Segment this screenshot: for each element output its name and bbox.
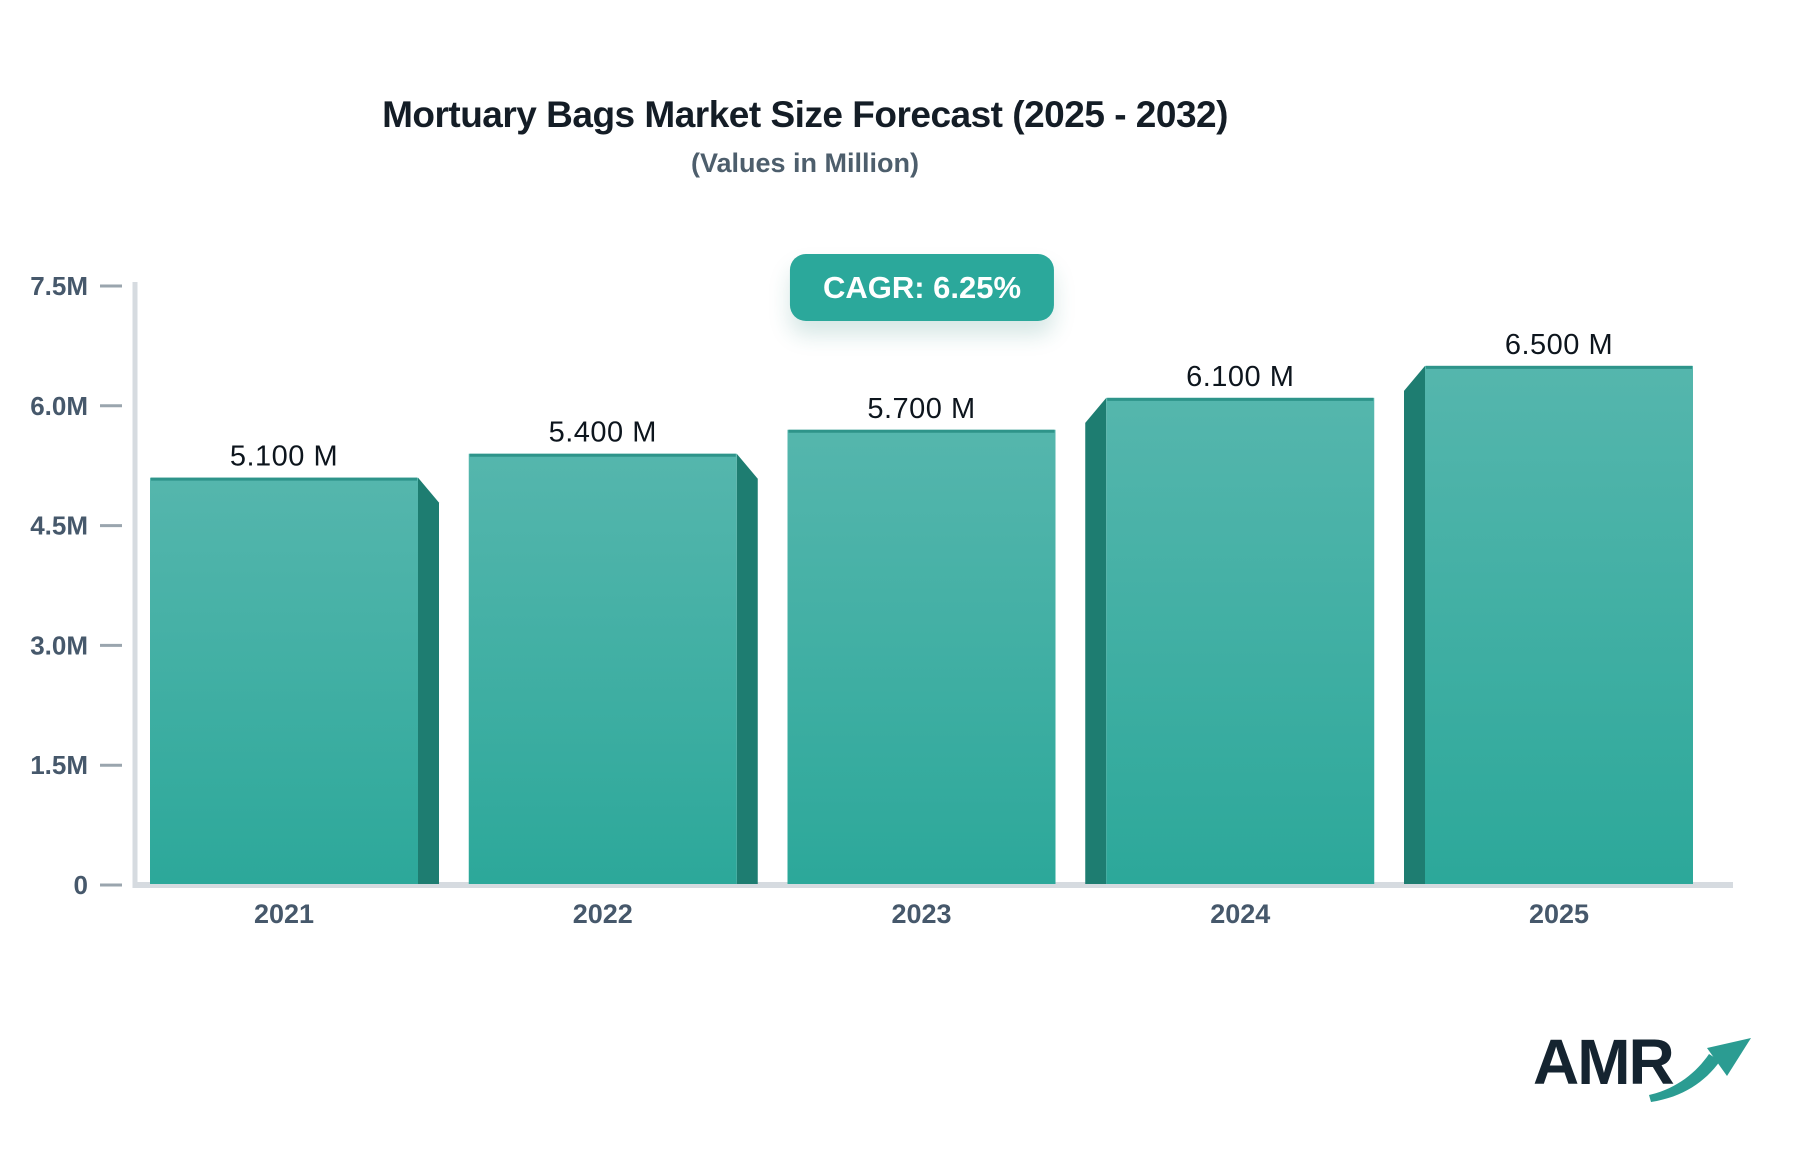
y-axis-line xyxy=(132,282,138,888)
bar-side-2021 xyxy=(418,477,439,884)
amr-logo: AMR xyxy=(1533,1030,1759,1106)
bar-value-label: 5.400 M xyxy=(549,417,657,449)
bar-value-label: 6.100 M xyxy=(1186,361,1294,393)
growth-arrow-icon xyxy=(1648,1038,1751,1102)
y-axis-tick-label: 4.5M xyxy=(30,511,88,541)
bar-2025 xyxy=(1425,365,1693,884)
x-axis-label: 2023 xyxy=(891,899,951,929)
cagr-badge: CAGR: 6.25% xyxy=(789,254,1055,321)
bar-2022 xyxy=(468,453,737,884)
bar-side-2025 xyxy=(1404,365,1425,884)
x-axis-label: 2025 xyxy=(1529,899,1589,929)
y-axis-tick-label: 7.5M xyxy=(30,271,88,301)
bar-2023 xyxy=(787,429,1056,884)
x-axis-label: 2021 xyxy=(254,899,314,929)
bar-2021 xyxy=(150,477,418,884)
bar-value-label: 6.500 M xyxy=(1505,329,1613,361)
bar-value-label: 5.100 M xyxy=(230,441,338,473)
bar-side-2024 xyxy=(1085,397,1107,884)
chart-subtitle: (Values in Million) xyxy=(690,148,920,178)
y-axis-tick-label: 6.0M xyxy=(30,391,88,421)
bar-2024 xyxy=(1106,397,1375,884)
x-axis-line xyxy=(132,882,1733,888)
bar-side-2022 xyxy=(736,453,758,884)
chart-title: Mortuary Bags Market Size Forecast (2025… xyxy=(382,94,1228,135)
y-axis-tick-label: 0 xyxy=(74,870,88,900)
x-axis-label: 2022 xyxy=(573,899,633,929)
bar-value-label: 5.700 M xyxy=(867,393,975,425)
y-axis-tick-label: 1.5M xyxy=(30,750,88,780)
y-axis-tick-label: 3.0M xyxy=(30,630,88,660)
amr-logo-text: AMR xyxy=(1533,1026,1675,1098)
x-axis-label: 2024 xyxy=(1210,899,1270,929)
